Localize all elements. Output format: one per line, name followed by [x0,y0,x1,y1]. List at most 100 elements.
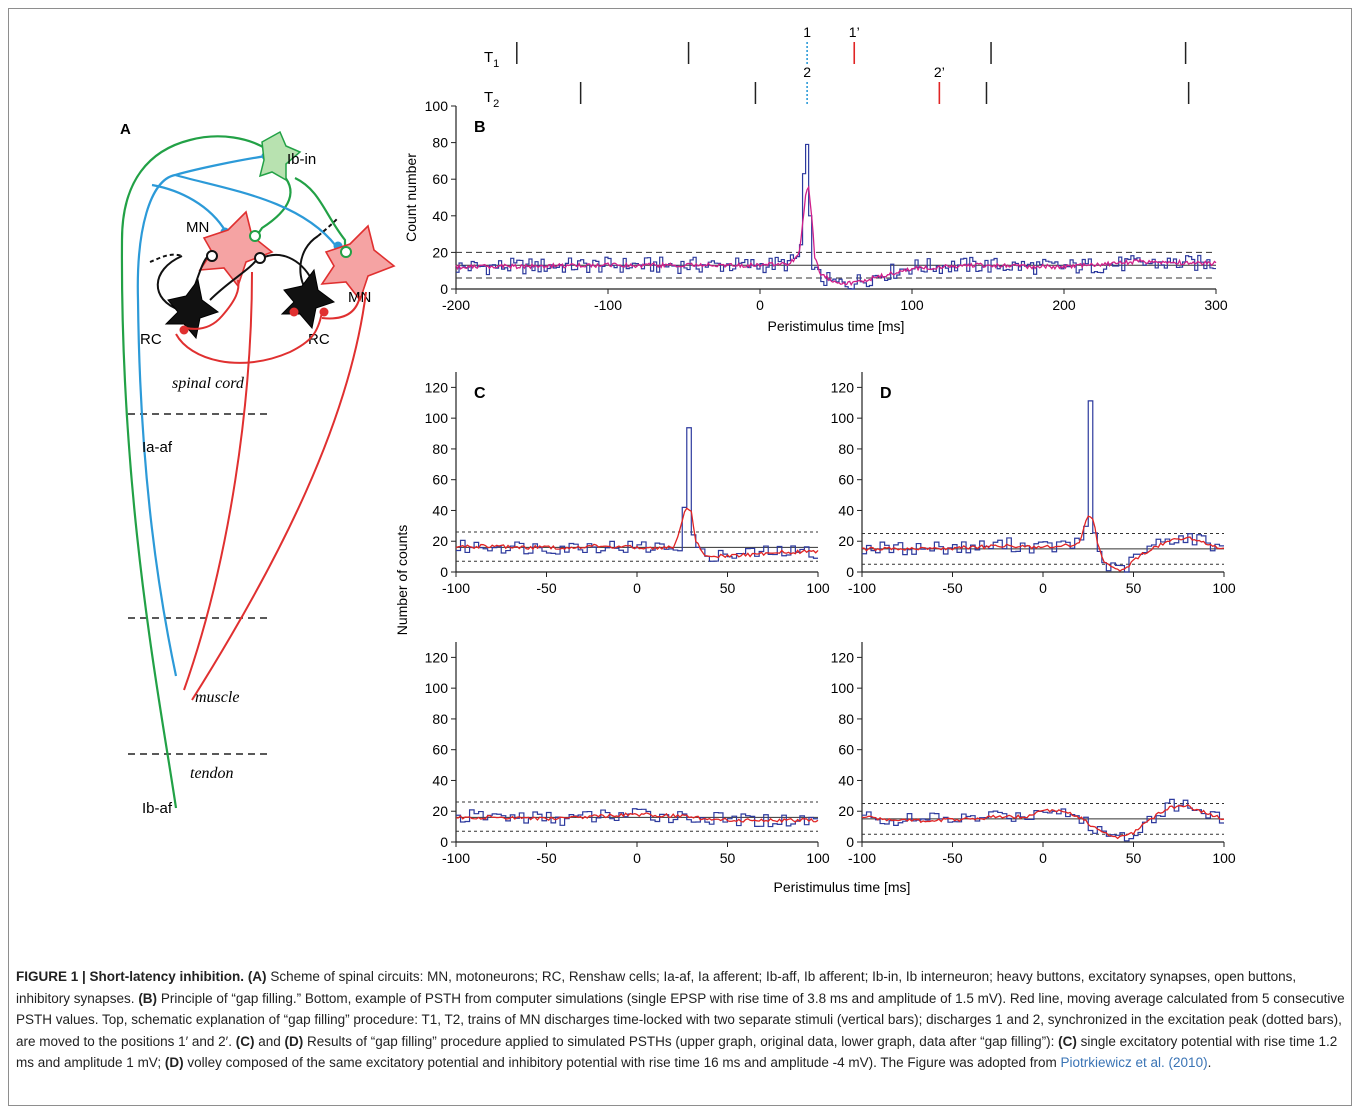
y-tick-label: 80 [432,441,448,457]
x-tick-label: -100 [442,580,470,596]
rc-right-dendrite-dashed [317,217,339,237]
train-t1-bars: 1 1’ [516,24,1187,64]
y-tick-label: 100 [425,98,449,114]
y-tick-label: 60 [432,742,448,758]
x-tick-label: 50 [720,850,736,866]
mn-left-label: MN [186,219,209,236]
histogram-series [456,427,818,562]
y-tick-label: 20 [432,803,448,819]
caption-c-text: single excitatory potential with rise ti… [16,1033,1338,1071]
synchronized-discharge-label: 2 [803,64,811,80]
caption-and: and [254,1033,285,1049]
x-tick-label: -100 [848,850,876,866]
x-tick-label: 0 [633,850,641,866]
y-tick-label: 80 [432,135,448,151]
synchronized-discharge-label: 1 [803,24,811,40]
ia-af-label: Ia-af [142,439,173,456]
x-tick-label: 50 [1126,580,1142,596]
moving-average-series [455,812,819,824]
panel-a-label: A [120,121,131,138]
ib-inhibitory-synapse-right-mn [340,246,352,258]
y-tick-label: 20 [432,244,448,260]
figure-frame [8,8,1352,1106]
cd-y-axis-label: Number of counts [394,525,410,636]
histogram-series [862,798,1224,842]
rc-right-axon-to-mn [261,254,313,281]
motoneuron-left-cell [198,210,274,288]
x-tick-label: -50 [942,580,962,596]
ia-afferent-fiber [136,154,267,677]
rc-left-dendrite-dashed [149,253,183,263]
y-tick-label: 100 [831,410,855,426]
spike-trains: T1 T2 1 1’ 2 2’ [484,24,1190,110]
y-tick-label: 100 [425,410,449,426]
axis-frame [455,642,818,843]
panel-label: D [880,385,892,402]
chart-b-psth: 0 20 40 60 80 100 -200 -100 0 100 200 300 B Peristimu… [403,98,1228,334]
x-tick-label: -50 [536,580,556,596]
rc-inhibitory-synapse-middle [254,252,266,264]
caption-cd-text: Results of “gap filling” procedure appli… [303,1033,1059,1049]
caption-citation-link[interactable]: Piotrkiewicz et al. (2010) [1060,1055,1208,1070]
caption-a-ref: (A) [247,969,267,984]
chart-d-bottom-psth: 0 20 40 60 80 100 120 -100 -50 0 50 100 [831,642,1236,866]
caption-a-text: Scheme of spinal circuits: MN, motoneuro… [16,969,1297,1006]
x-tick-label: 50 [720,580,736,596]
motoneuron-right-cell [320,224,396,302]
y-tick-label: 60 [838,472,854,488]
y-tick-label: 20 [432,533,448,549]
cd-x-axis-label: Peristimulus time [ms] [774,879,911,895]
caption-d-ref: (D) [284,1033,304,1049]
rc-inhibitory-synapse-left [206,250,218,262]
moving-average-series [455,507,819,559]
train-t1-label: T1 [484,49,499,70]
ib-interneuron-axon-right [294,177,347,248]
mn-left-motor-axon [183,271,253,691]
histogram-series [456,808,818,828]
y-tick-label: 100 [425,680,449,696]
caption-c-ref: (C) [235,1033,255,1049]
ib-af-label: Ib-af [142,800,173,817]
x-tick-label: -200 [442,297,470,313]
rc-excitatory-synapse-left [179,325,189,335]
y-tick-label: 0 [440,834,448,850]
caption-d-text: volley composed of the same excitatory p… [183,1055,1061,1070]
y-tick-label: 100 [831,680,855,696]
x-tick-label: -50 [942,850,962,866]
x-tick-label: 0 [633,580,641,596]
rc-collateral-loop [175,311,323,364]
panel-label: C [474,385,486,402]
caption-c-ref-2: (C) [1058,1033,1077,1049]
mn-right-collateral [321,295,361,320]
x-tick-label: 100 [1212,850,1236,866]
ib-in-label: Ib-in [287,151,316,168]
ia-branch-to-left-mn [151,183,227,233]
y-tick-label: 20 [838,533,854,549]
y-tick-label: 0 [846,564,854,580]
y-tick-label: 60 [432,171,448,187]
y-tick-label: 40 [432,502,448,518]
caption-b-ref: (B) [138,990,158,1006]
caption-figure-label: FIGURE 1 | Short-latency inhibition. [16,969,245,984]
histogram-series [456,143,1216,290]
caption-b-text: Principle of “gap filling.” Bottom, exam… [16,990,1345,1049]
panel-label: B [474,119,486,136]
chart-d-top-psth: 0 20 40 60 80 100 120 -100 -50 0 50 100 D [831,372,1236,596]
renshaw-cell-left [164,278,220,340]
rc-excitatory-synapse-right [319,307,329,317]
y-tick-label: 40 [432,208,448,224]
ia-branch-to-right-mn [174,173,337,247]
mn-right-motor-axon [191,291,367,701]
rc-right-label: RC [308,331,330,348]
x-tick-label: 100 [806,580,830,596]
x-tick-label: 200 [1052,297,1076,313]
x-tick-label: 0 [1039,850,1047,866]
y-tick-label: 120 [831,649,855,665]
x-tick-label: 100 [1212,580,1236,596]
y-tick-label: 40 [838,772,854,788]
x-tick-label: 0 [756,297,764,313]
moving-average-series [455,185,1217,287]
y-tick-label: 0 [440,564,448,580]
caption-end: . [1207,1055,1212,1070]
y-tick-label: 120 [831,379,855,395]
